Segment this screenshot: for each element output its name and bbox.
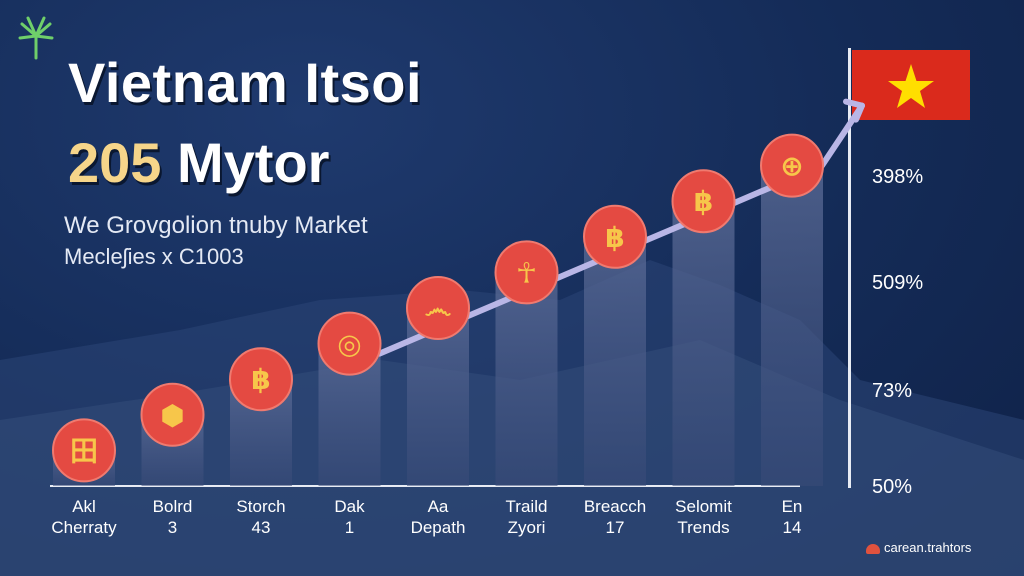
svg-text:田: 田 xyxy=(70,434,98,467)
svg-text:☥: ☥ xyxy=(516,256,537,289)
right-axis-line xyxy=(848,48,851,488)
brand-icon xyxy=(866,543,880,554)
category-label-line: 3 xyxy=(167,518,178,537)
title-year: 205 xyxy=(68,131,162,194)
svg-text:෴: ෴ xyxy=(425,292,452,325)
trend-arrowhead xyxy=(843,98,865,123)
title-rest: Mytor xyxy=(177,131,330,194)
category-label-line: Storch xyxy=(236,497,286,516)
right-axis-label: 509% xyxy=(872,272,924,294)
category-label: Bolrd 3 xyxy=(118,496,228,538)
footer-brand: carean.trahtors xyxy=(866,540,971,555)
bitcoin-icon: ฿ xyxy=(229,347,293,412)
bar xyxy=(672,201,735,486)
category-label: Akl Cherraty xyxy=(29,496,139,538)
page-title: Vietnam Itsoi xyxy=(68,51,423,114)
category-label: Storch 43 xyxy=(206,496,316,538)
svg-text:⊕: ⊕ xyxy=(780,150,803,183)
hex-coin-icon: ⬢ xyxy=(140,382,205,447)
glyph-coin-icon: ෴ xyxy=(406,276,470,340)
right-axis-label: 50% xyxy=(872,476,913,498)
plus-coin-icon: ⊕ xyxy=(760,133,824,198)
ring-coin-icon: ◎ xyxy=(317,311,382,376)
svg-text:⬢: ⬢ xyxy=(160,399,184,432)
category-label-line: 17 xyxy=(605,518,625,537)
category-label: Selomit Trends xyxy=(649,496,759,538)
category-label: En 14 xyxy=(737,496,847,538)
subtitle-line2: Mecleʃies x C1003 xyxy=(64,244,244,269)
category-label: Dak 1 xyxy=(295,496,405,538)
category-label-line: 14 xyxy=(782,518,802,537)
category-label-line: Traild xyxy=(505,497,548,516)
page-title-line2: 205 Mytor xyxy=(68,130,329,195)
category-label-line: Depath xyxy=(410,518,466,537)
grid-coin-icon: 田 xyxy=(52,418,116,483)
category-label-line: Breacch xyxy=(583,497,647,516)
category-label-line: Dak xyxy=(334,497,365,516)
right-axis-label: 73% xyxy=(872,380,913,402)
category-label-line: Zyori xyxy=(507,518,546,537)
ankh-coin-icon: ☥ xyxy=(494,240,559,305)
svg-text:฿: ฿ xyxy=(605,221,624,254)
bitcoin-icon: ฿ xyxy=(583,204,647,269)
category-label-line: 1 xyxy=(344,518,355,537)
category-label-line: Cherraty xyxy=(51,518,117,537)
bar xyxy=(761,165,823,486)
palm-leaf-icon xyxy=(18,16,54,60)
bitcoin-icon: ฿ xyxy=(671,169,736,234)
category-label-line: Selomit xyxy=(675,497,732,516)
bar xyxy=(495,272,558,486)
right-axis-label: 398% xyxy=(872,166,924,188)
category-label: Aa Depath xyxy=(383,496,493,538)
bar xyxy=(584,236,646,486)
svg-text:฿: ฿ xyxy=(694,185,713,218)
category-label-line: Akl xyxy=(72,497,96,516)
subtitle-line1: We Grovgolion tnuby Market xyxy=(64,212,368,239)
category-label-line: Bolrd xyxy=(152,497,193,516)
category-label-line: 43 xyxy=(251,518,271,537)
category-label-line: Trends xyxy=(677,518,730,537)
vietnam-flag-icon xyxy=(852,50,970,120)
category-label: Traild Zyori xyxy=(472,496,582,538)
category-label-line: En xyxy=(781,497,803,516)
footer-brand-text: carean.trahtors xyxy=(884,540,972,555)
category-label-line: Aa xyxy=(427,497,449,516)
svg-text:◎: ◎ xyxy=(337,328,361,361)
category-label: Breacch 17 xyxy=(560,496,670,538)
svg-text:฿: ฿ xyxy=(251,363,270,396)
